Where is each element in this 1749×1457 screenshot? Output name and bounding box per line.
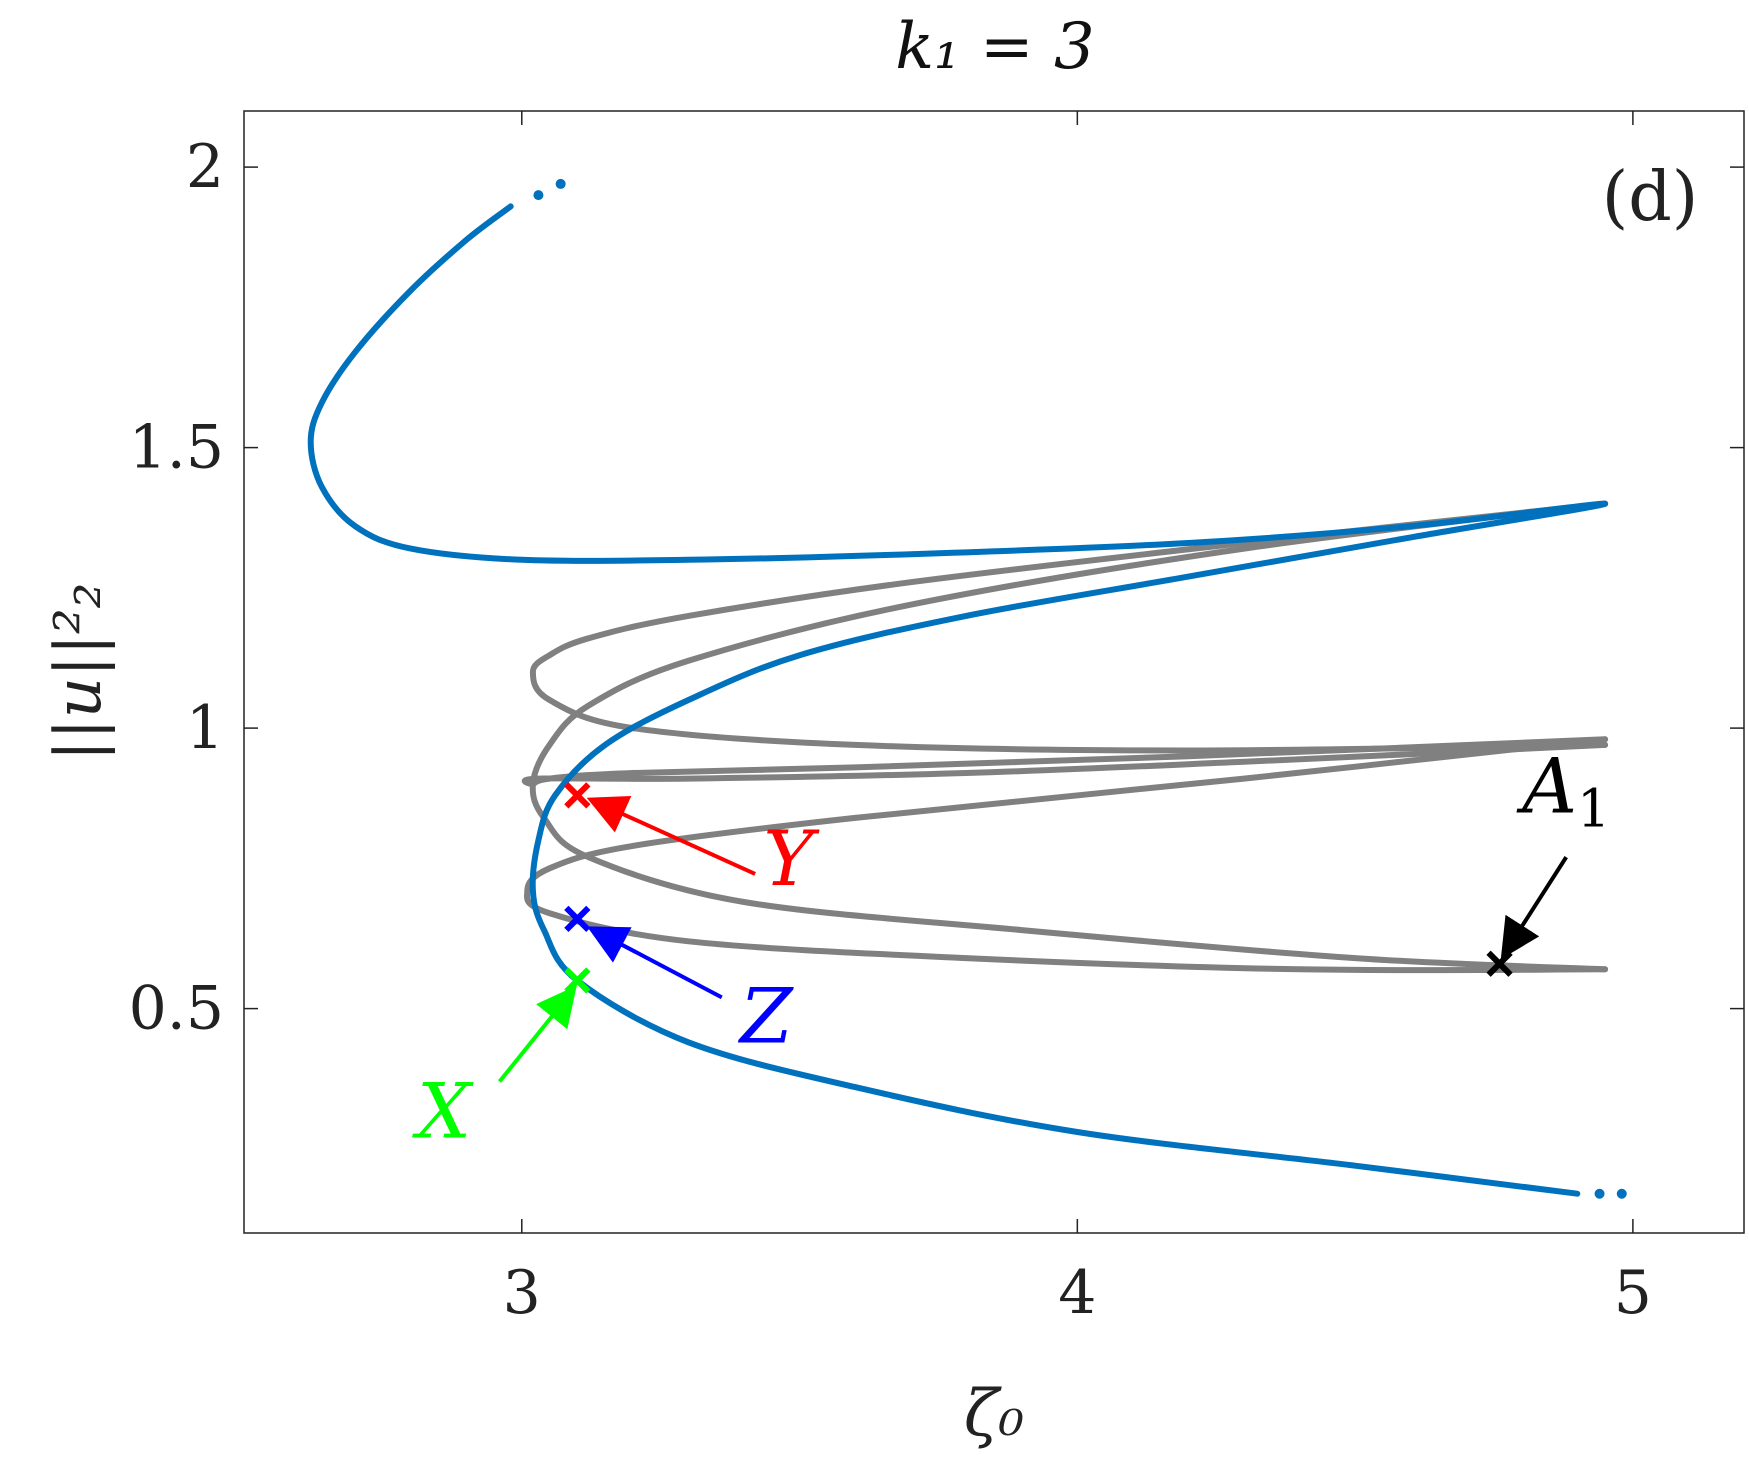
y-axis-label: ||u||²₂ bbox=[42, 583, 116, 762]
secondary-branch-curve bbox=[529, 500, 1609, 754]
x-tick-label: 5 bbox=[1614, 1258, 1652, 1328]
y-tick-label: 1 bbox=[186, 693, 224, 763]
y-tick-label: 1.5 bbox=[129, 413, 224, 483]
x-tick-label: 3 bbox=[503, 1258, 541, 1328]
continuation-dot bbox=[555, 178, 566, 189]
point-marker-x bbox=[564, 967, 591, 994]
y-tick-label: 2 bbox=[186, 132, 224, 202]
primary-branch-curve bbox=[307, 203, 1609, 1197]
arrow-a bbox=[1500, 856, 1568, 960]
annotation-label-z: Z bbox=[738, 971, 794, 1060]
continuation-dot bbox=[1616, 1188, 1627, 1199]
secondary-branch-curve bbox=[524, 736, 1609, 974]
cross-stroke bbox=[564, 905, 591, 932]
point-marker-z bbox=[564, 905, 591, 932]
plot-frame bbox=[243, 110, 1745, 1234]
y-tick-label: 0.5 bbox=[129, 974, 224, 1044]
annotation-layer: X YZ A1 bbox=[412, 741, 1610, 1155]
series-layer bbox=[307, 178, 1627, 1199]
annotation-label-y: Y bbox=[763, 814, 820, 903]
secondary-branch-curve bbox=[521, 736, 1609, 788]
arrow-y bbox=[586, 796, 756, 876]
x-tick-label: 4 bbox=[1058, 1258, 1096, 1328]
annotation-subscript: 1 bbox=[1577, 779, 1610, 839]
chart-title: k₁ = 3 bbox=[895, 10, 1094, 84]
point-marker-y bbox=[564, 782, 591, 809]
cross-stroke bbox=[564, 782, 591, 809]
continuation-dot bbox=[533, 190, 544, 201]
annotation-label-a: A1 bbox=[1516, 741, 1610, 839]
panel-label: (d) bbox=[1602, 158, 1699, 237]
annotation-label-x: X bbox=[412, 1067, 474, 1156]
arrow-z bbox=[586, 926, 723, 1000]
x-axis-label: ζ₀ bbox=[964, 1377, 1024, 1451]
continuation-dot bbox=[1594, 1188, 1605, 1199]
arrow-x bbox=[497, 985, 577, 1083]
axis-ticks: 3 4 5 0.5 1 1.5 2 bbox=[129, 111, 1744, 1328]
